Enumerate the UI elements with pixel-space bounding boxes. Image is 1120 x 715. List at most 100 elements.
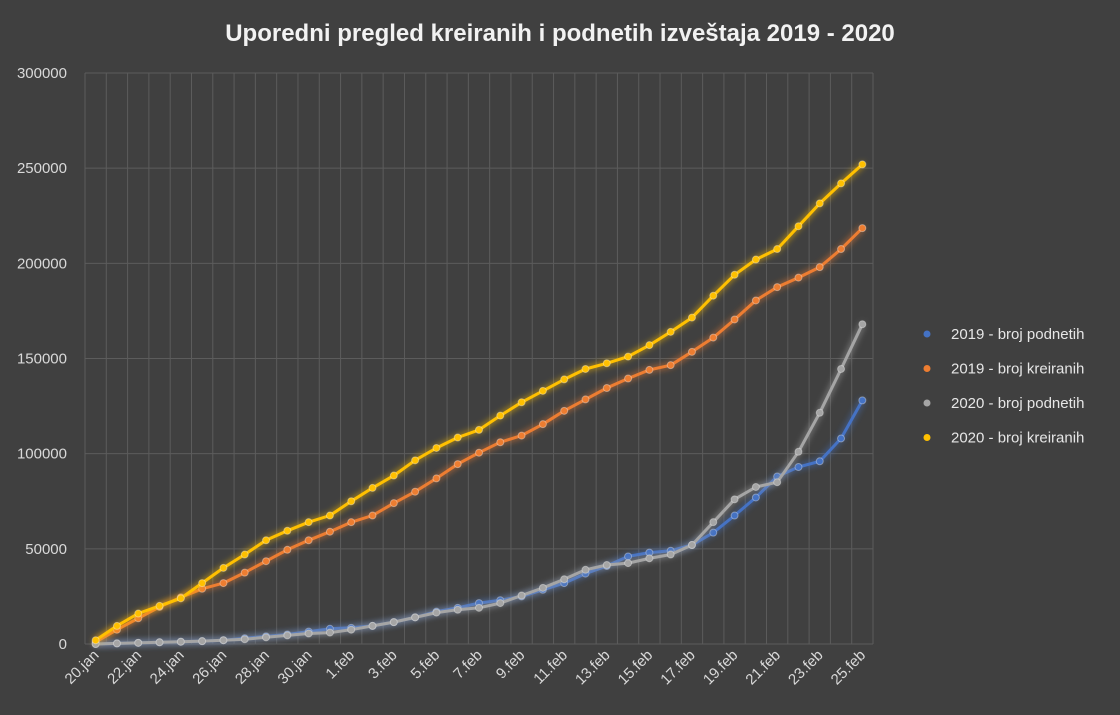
data-point [155, 638, 164, 647]
data-point [240, 635, 249, 644]
data-point [262, 557, 271, 566]
data-point [602, 561, 611, 570]
data-point [709, 333, 718, 342]
legend-item: 2019 - broj podnetih [907, 326, 1084, 343]
data-point [624, 352, 633, 361]
data-point [794, 462, 803, 471]
data-point [794, 447, 803, 456]
data-point [538, 420, 547, 429]
data-point [432, 474, 441, 483]
data-point [730, 511, 739, 520]
data-point [496, 599, 505, 608]
y-tick-label: 100000 [17, 446, 67, 463]
y-tick-label: 0 [59, 636, 67, 653]
x-tick-label: 21.feb [742, 647, 784, 689]
data-point [837, 179, 846, 188]
data-point [709, 518, 718, 527]
data-point [198, 579, 207, 588]
data-point [560, 375, 569, 384]
x-tick-label: 5.feb [408, 647, 444, 683]
data-point [645, 341, 654, 350]
x-tick-label: 24.jan [147, 647, 188, 688]
data-point [837, 245, 846, 254]
data-point [240, 550, 249, 559]
data-point [368, 621, 377, 630]
data-point [453, 605, 462, 614]
data-point [176, 637, 185, 646]
data-point [262, 536, 271, 545]
data-point [624, 552, 633, 561]
data-point [262, 633, 271, 642]
data-point [325, 511, 334, 520]
data-point [751, 493, 760, 502]
data-point [283, 545, 292, 554]
data-point [709, 528, 718, 537]
data-point [794, 273, 803, 282]
data-point [538, 583, 547, 592]
data-point [709, 291, 718, 300]
data-point [112, 621, 121, 630]
data-point [496, 411, 505, 420]
data-point [858, 320, 867, 329]
y-tick-label: 150000 [17, 351, 67, 368]
series-3 [91, 320, 867, 648]
y-tick-label: 300000 [17, 65, 67, 82]
legend: 2019 - broj podnetih 2019 - broj kreirani… [907, 326, 1084, 447]
legend-item: 2019 - broj kreiranih [907, 361, 1084, 378]
data-point [517, 591, 526, 600]
data-point [198, 637, 207, 646]
data-point [730, 270, 739, 279]
data-point [240, 568, 249, 577]
data-point [773, 283, 782, 292]
data-point [453, 460, 462, 469]
data-point [347, 497, 356, 506]
x-axis: 20.jan 22.jan 24.jan 26.jan 28.jan 30.jan 1.fe… [62, 647, 870, 689]
data-point [368, 511, 377, 520]
data-point [325, 628, 334, 637]
data-point [517, 431, 526, 440]
chart-title: Uporedni pregled kreiranih i podnetih iz… [225, 20, 895, 47]
gridlines [84, 72, 874, 645]
data-point [219, 579, 228, 588]
series-lines [91, 160, 867, 648]
data-point [815, 263, 824, 272]
legend-item: 2020 - broj kreiranih [907, 430, 1084, 447]
data-point [858, 160, 867, 169]
data-point [773, 245, 782, 254]
data-point [538, 386, 547, 395]
data-point [730, 315, 739, 324]
data-point [411, 456, 420, 465]
data-point [325, 527, 334, 536]
data-point [858, 396, 867, 405]
data-point [347, 518, 356, 527]
x-tick-label: 15.feb [615, 647, 657, 689]
x-tick-label: 11.feb [530, 647, 571, 688]
data-point [687, 347, 696, 356]
x-tick-label: 23.feb [785, 647, 827, 689]
series-2 [91, 224, 867, 647]
legend-label: 2019 - broj podnetih [951, 326, 1084, 343]
data-point [773, 478, 782, 487]
data-point [283, 526, 292, 535]
series-4 [91, 160, 867, 645]
data-point [560, 575, 569, 584]
data-point [602, 359, 611, 368]
data-point [837, 434, 846, 443]
data-point [475, 448, 483, 457]
legend-marker [923, 330, 931, 338]
data-point [624, 559, 633, 568]
legend-label: 2020 - broj kreiranih [951, 430, 1084, 447]
data-point [219, 563, 228, 572]
legend-label: 2019 - broj kreiranih [951, 361, 1084, 378]
data-point [91, 636, 100, 645]
data-point [475, 603, 483, 612]
data-point [368, 483, 377, 492]
data-point [560, 406, 569, 415]
legend-marker [923, 434, 931, 441]
series-line [94, 322, 864, 646]
x-tick-label: 9.feb [493, 647, 529, 683]
x-tick-label: 3.feb [365, 647, 401, 683]
x-tick-label: 28.jan [232, 647, 273, 688]
data-point [112, 639, 121, 648]
